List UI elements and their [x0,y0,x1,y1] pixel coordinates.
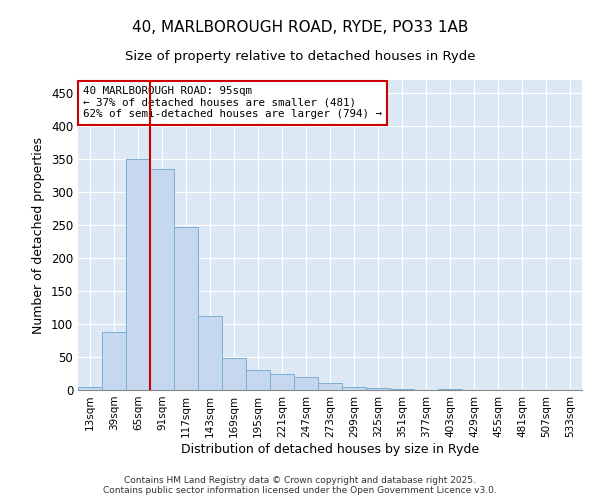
Bar [366,388,390,390]
Bar [222,358,246,390]
Text: Size of property relative to detached houses in Ryde: Size of property relative to detached ho… [125,50,475,63]
Bar [318,384,342,390]
Bar [294,377,318,390]
Bar [390,388,414,390]
Bar [126,159,150,390]
Bar [342,386,366,390]
Bar [198,316,222,390]
X-axis label: Distribution of detached houses by size in Ryde: Distribution of detached houses by size … [181,442,479,456]
Bar [78,386,102,390]
Bar [102,332,126,390]
Bar [174,227,198,390]
Bar [150,169,174,390]
Bar [270,374,294,390]
Text: 40 MARLBOROUGH ROAD: 95sqm
← 37% of detached houses are smaller (481)
62% of sem: 40 MARLBOROUGH ROAD: 95sqm ← 37% of deta… [83,86,382,120]
Y-axis label: Number of detached properties: Number of detached properties [32,136,46,334]
Bar [246,370,270,390]
Text: 40, MARLBOROUGH ROAD, RYDE, PO33 1AB: 40, MARLBOROUGH ROAD, RYDE, PO33 1AB [132,20,468,35]
Text: Contains HM Land Registry data © Crown copyright and database right 2025.
Contai: Contains HM Land Registry data © Crown c… [103,476,497,495]
